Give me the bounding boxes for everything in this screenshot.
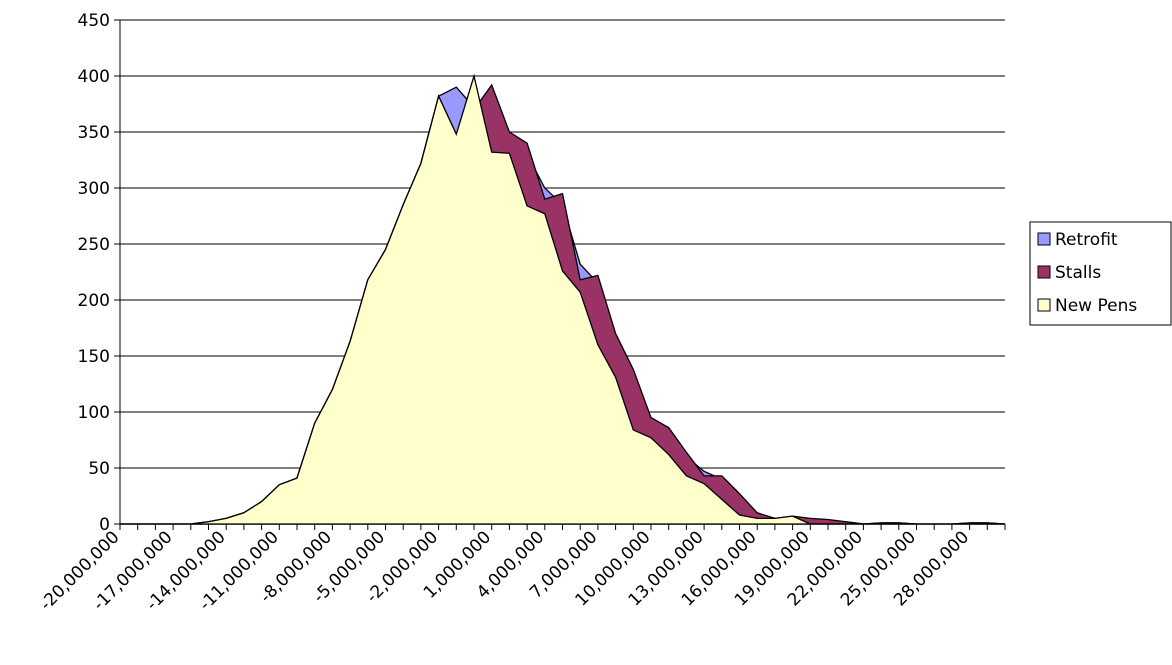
legend-swatch: [1037, 232, 1051, 246]
legend-label: New Pens: [1055, 296, 1137, 316]
y-tick-label: 300: [78, 179, 110, 199]
legend-swatch: [1037, 298, 1051, 312]
y-tick-label: 450: [78, 11, 110, 31]
legend-box: [1029, 221, 1172, 326]
y-tick-label: 400: [78, 67, 110, 87]
y-tick-label: 350: [78, 123, 110, 143]
y-tick-label: 150: [78, 347, 110, 367]
y-tick-label: 100: [78, 403, 110, 423]
legend-swatch: [1037, 265, 1051, 279]
legend: Retrofit Stalls New Pens: [1029, 221, 1172, 326]
y-tick-label: 0: [99, 515, 110, 535]
legend-label: Stalls: [1055, 263, 1101, 283]
y-tick-label: 250: [78, 235, 110, 255]
y-tick-label: 50: [88, 459, 110, 479]
legend-label: Retrofit: [1055, 230, 1118, 250]
y-tick-label: 200: [78, 291, 110, 311]
